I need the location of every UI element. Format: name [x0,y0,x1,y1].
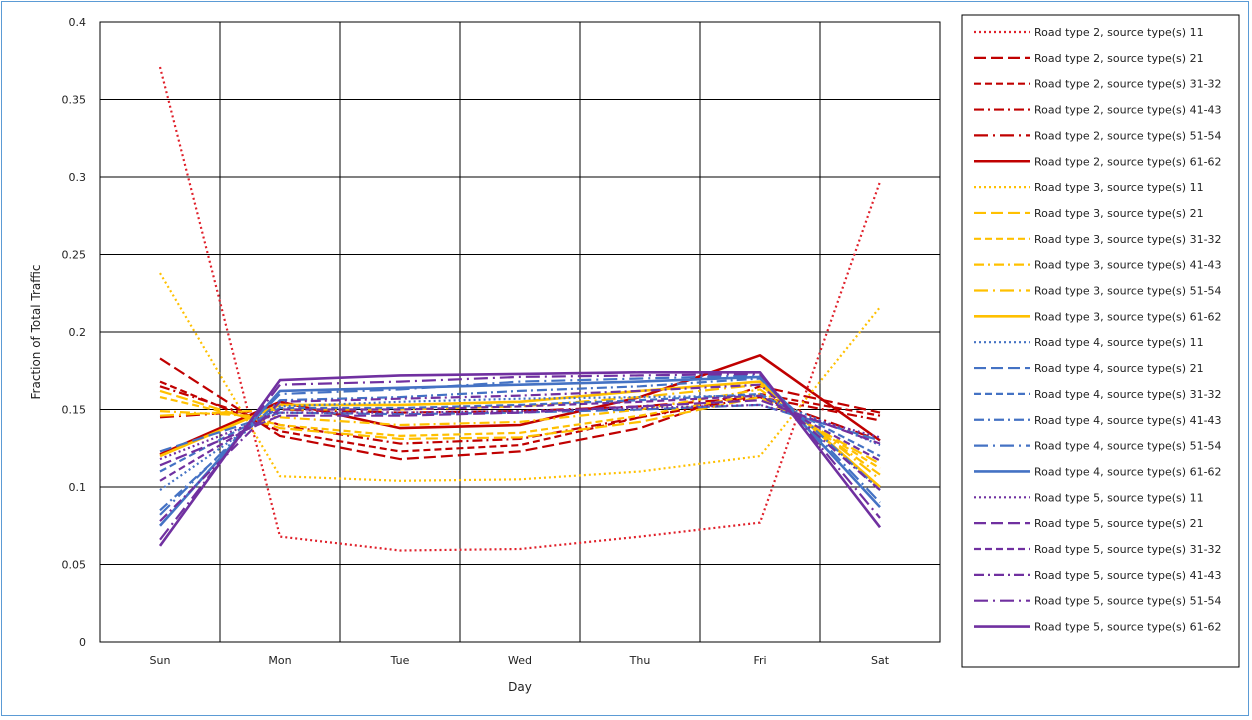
series-line [158,66,882,552]
x-tick-label: Tue [390,654,410,667]
series-line [159,392,881,473]
y-tick-label: 0.35 [62,94,87,107]
series-line [159,394,881,482]
series-line [159,272,881,482]
legend-label: Road type 3, source type(s) 61-62 [1034,310,1222,323]
legend-label: Road type 2, source type(s) 21 [1034,52,1204,65]
legend-label: Road type 2, source type(s) 51-54 [1034,129,1222,142]
y-tick-label: 0.1 [69,481,87,494]
y-tick-label: 0.15 [62,404,87,417]
legend-label: Road type 2, source type(s) 11 [1034,26,1204,39]
x-tick-label: Sat [871,654,890,667]
legend-label: Road type 2, source type(s) 41-43 [1034,104,1222,117]
x-tick-label: Wed [508,654,532,667]
legend-label: Road type 4, source type(s) 21 [1034,362,1204,375]
series-line [159,383,881,522]
legend-label: Road type 3, source type(s) 31-32 [1034,233,1222,246]
legend-label: Road type 3, source type(s) 51-54 [1034,285,1222,298]
legend-label: Road type 4, source type(s) 11 [1034,336,1204,349]
x-tick-label: Mon [268,654,291,667]
series-line [158,370,882,547]
legend-label: Road type 5, source type(s) 31-32 [1034,543,1222,556]
legend-label: Road type 4, source type(s) 31-32 [1034,388,1222,401]
y-axis-title: Fraction of Total Traffic [29,265,43,400]
legend-label: Road type 3, source type(s) 21 [1034,207,1204,220]
y-tick-label: 0.05 [62,559,87,572]
x-axis-title: Day [508,680,532,694]
legend-label: Road type 5, source type(s) 61-62 [1034,621,1222,634]
x-tick-label: Thu [629,654,651,667]
legend: Road type 2, source type(s) 11 Road type … [974,26,1222,634]
gridlines [100,21,940,643]
legend-label: Road type 3, source type(s) 11 [1034,181,1204,194]
y-tick-label: 0 [79,636,86,649]
series-line [159,403,881,453]
legend-box [961,14,1240,668]
y-tick-label: 0.4 [69,16,87,29]
series-line [159,396,881,442]
x-tick-labels: Sun Mon Tue Wed Thu Fri Sat [150,654,890,667]
x-tick-label: Sun [150,654,171,667]
series-line [159,375,881,527]
series-line [159,380,881,488]
x-tick-label: Fri [753,654,766,667]
series-line [159,389,881,465]
series-line [159,357,881,461]
y-tick-label: 0.25 [62,249,87,262]
y-tick-label: 0.2 [69,326,87,339]
legend-label: Road type 4, source type(s) 51-54 [1034,440,1222,453]
legend-label: Road type 5, source type(s) 21 [1034,517,1204,530]
y-tick-labels: 0 0.05 0.1 0.15 0.2 0.25 0.3 0.35 0.4 [62,16,87,649]
series-line [159,388,881,476]
y-tick-label: 0.3 [69,171,87,184]
legend-label: Road type 3, source type(s) 41-43 [1034,259,1222,272]
legend-label: Road type 5, source type(s) 41-43 [1034,569,1222,582]
series-line [159,399,881,467]
legend-label: Road type 2, source type(s) 31-32 [1034,78,1222,91]
legend-label: Road type 5, source type(s) 11 [1034,491,1204,504]
legend-label: Road type 5, source type(s) 51-54 [1034,595,1222,608]
legend-label: Road type 4, source type(s) 41-43 [1034,414,1222,427]
legend-label: Road type 4, source type(s) 61-62 [1034,465,1222,478]
series-lines [158,66,882,552]
legend-label: Road type 2, source type(s) 61-62 [1034,155,1222,168]
